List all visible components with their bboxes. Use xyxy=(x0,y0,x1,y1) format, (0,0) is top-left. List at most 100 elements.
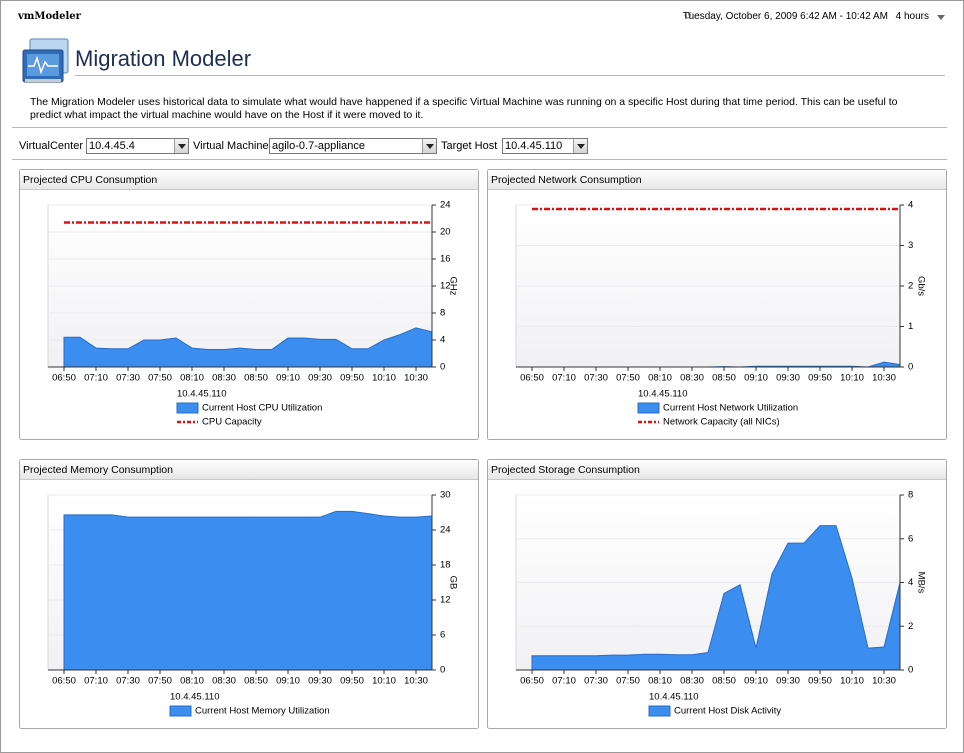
y-tick-label: 4 xyxy=(908,577,913,588)
x-tick-label: 08:10 xyxy=(648,676,672,687)
x-tick-label: 06:50 xyxy=(52,373,76,384)
legend-host: 10.4.45.110 xyxy=(170,692,219,703)
y-tick-label: 1 xyxy=(908,321,913,332)
x-tick-label: 10:10 xyxy=(840,676,864,687)
area-series xyxy=(531,525,901,671)
x-tick-label: 07:30 xyxy=(116,676,140,687)
x-tick-label: 07:50 xyxy=(148,676,172,687)
y-tick-label: 0 xyxy=(440,665,445,676)
y-tick-label: 0 xyxy=(908,665,913,676)
y-axis-label: MB/s xyxy=(915,572,926,594)
panel-title: Projected Memory Consumption xyxy=(23,464,173,476)
x-tick-label: 07:50 xyxy=(148,373,172,384)
x-tick-label: 08:30 xyxy=(680,676,704,687)
y-tick-label: 2 xyxy=(908,281,913,292)
x-tick-label: 09:10 xyxy=(744,676,768,687)
clock-icon: ↺ xyxy=(683,11,692,22)
x-tick-label: 10:10 xyxy=(840,373,864,384)
legend-label: Current Host Memory Utilization xyxy=(195,706,330,717)
y-tick-label: 0 xyxy=(440,362,445,373)
legend-label: Current Host Network Utilization xyxy=(663,403,798,414)
select-button[interactable] xyxy=(174,139,188,153)
legend-host: 10.4.45.110 xyxy=(177,389,226,400)
area-series xyxy=(63,510,433,671)
x-tick-label: 09:10 xyxy=(276,373,300,384)
y-tick-label: 24 xyxy=(440,525,451,536)
x-tick-label: 07:10 xyxy=(84,676,108,687)
y-tick-label: 8 xyxy=(440,308,445,319)
y-tick-label: 2 xyxy=(908,621,913,632)
x-tick-label: 07:30 xyxy=(116,373,140,384)
select-value: 10.4.45.110 xyxy=(505,140,563,152)
y-axis-label: Gb/s xyxy=(915,276,926,296)
panel-header xyxy=(20,460,478,479)
control-label: Target Host xyxy=(441,140,498,152)
x-tick-label: 06:50 xyxy=(520,676,544,687)
y-axis-label: GB xyxy=(447,576,458,590)
x-tick-label: 09:50 xyxy=(808,373,832,384)
x-tick-label: 07:10 xyxy=(552,676,576,687)
panel-title: Projected Network Consumption xyxy=(491,174,642,186)
y-tick-label: 16 xyxy=(440,254,451,265)
y-axis-label: GHz xyxy=(447,277,458,296)
x-tick-label: 09:50 xyxy=(340,373,364,384)
x-tick-label: 07:10 xyxy=(84,373,108,384)
y-tick-label: 6 xyxy=(440,630,445,641)
x-tick-label: 08:50 xyxy=(244,676,268,687)
x-tick-label: 08:30 xyxy=(212,676,236,687)
panel-title: Projected Storage Consumption xyxy=(491,464,640,476)
x-tick-label: 10:30 xyxy=(872,373,896,384)
legend-host: 10.4.45.110 xyxy=(649,692,698,703)
x-tick-label: 10:10 xyxy=(372,373,396,384)
legend-swatch xyxy=(169,705,192,717)
y-tick-label: 6 xyxy=(908,533,913,544)
control-label: Virtual Machine xyxy=(193,140,269,152)
control-label: VirtualCenter xyxy=(19,140,83,152)
select-button[interactable] xyxy=(573,139,587,153)
x-tick-label: 10:10 xyxy=(372,676,396,687)
legend-label: CPU Capacity xyxy=(202,417,262,428)
x-tick-label: 10:30 xyxy=(404,373,428,384)
x-tick-label: 07:50 xyxy=(616,676,640,687)
y-tick-label: 24 xyxy=(440,200,451,211)
x-tick-label: 07:30 xyxy=(584,676,608,687)
legend-swatch xyxy=(637,402,660,414)
description: The Migration Modeler uses historical da… xyxy=(30,96,898,121)
legend-swatch xyxy=(176,402,199,414)
x-tick-label: 08:50 xyxy=(712,676,736,687)
panel-header xyxy=(20,170,478,189)
y-tick-label: 12 xyxy=(440,281,451,292)
host-select[interactable]: 10.4.45.110 xyxy=(502,138,588,154)
x-tick-label: 09:30 xyxy=(776,676,800,687)
app-name: vmModeler xyxy=(18,11,81,22)
panel-header xyxy=(488,460,946,479)
rule xyxy=(12,127,947,128)
panel-header xyxy=(488,170,946,189)
select-button[interactable] xyxy=(422,139,436,153)
x-tick-label: 09:10 xyxy=(276,676,300,687)
x-tick-label: 08:50 xyxy=(244,373,268,384)
time-range[interactable]: Tuesday, October 6, 2009 6:42 AM - 10:42… xyxy=(682,11,888,22)
y-tick-label: 20 xyxy=(440,227,451,238)
rule xyxy=(12,159,947,160)
x-tick-label: 06:50 xyxy=(520,373,544,384)
x-tick-label: 07:50 xyxy=(616,373,640,384)
panel-title: Projected CPU Consumption xyxy=(23,174,157,186)
vm-select[interactable]: agilo-0.7-appliance xyxy=(269,138,437,154)
virtualcenter-select[interactable]: 10.4.45.4 xyxy=(86,138,189,154)
y-tick-label: 4 xyxy=(908,200,913,211)
duration[interactable]: 4 hours xyxy=(895,11,929,22)
legend-swatch xyxy=(648,705,671,717)
select-value: agilo-0.7-appliance xyxy=(272,140,365,152)
y-tick-label: 0 xyxy=(908,362,913,373)
app-icon xyxy=(22,38,69,83)
y-tick-label: 8 xyxy=(908,490,913,501)
y-tick-label: 4 xyxy=(440,335,445,346)
area-series xyxy=(63,327,433,368)
x-tick-label: 07:30 xyxy=(584,373,608,384)
legend-label: Current Host Disk Activity xyxy=(674,706,781,717)
title-rule xyxy=(75,75,945,76)
range-dropdown[interactable] xyxy=(937,15,945,20)
